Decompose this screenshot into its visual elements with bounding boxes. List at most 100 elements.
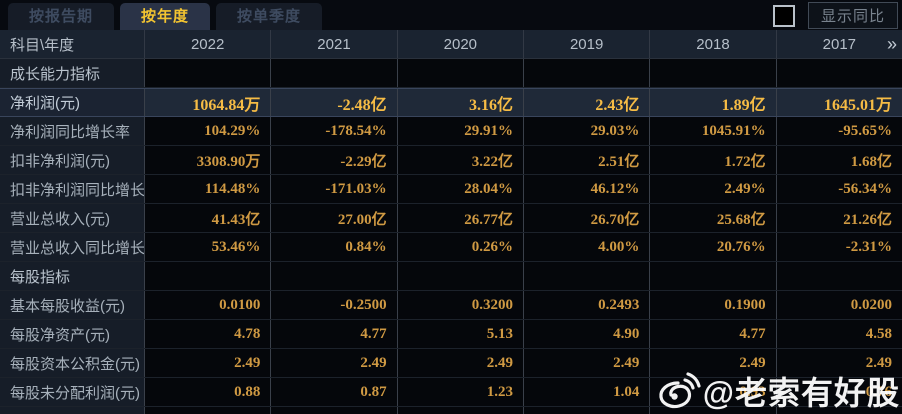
year-header-2020: 2020 bbox=[396, 30, 523, 58]
cell-2019: 0.36 bbox=[523, 407, 650, 414]
cell-2021 bbox=[270, 59, 397, 87]
cell-2019: 1.04 bbox=[523, 378, 650, 406]
cell-2018: 25.68亿 bbox=[649, 204, 776, 232]
cell-2021: -2.29亿 bbox=[270, 146, 397, 174]
cell-2019: 2.51亿 bbox=[523, 146, 650, 174]
cell-2022: 1064.84万 bbox=[144, 89, 271, 116]
cell-2019: 4.00% bbox=[523, 233, 650, 261]
cell-2018: 4.77 bbox=[649, 320, 776, 348]
cell-2022: 53.46% bbox=[144, 233, 271, 261]
cell-2020: 3.16亿 bbox=[396, 89, 523, 116]
cell-2021: -171.03% bbox=[270, 175, 397, 203]
cell-2021: 0.84% bbox=[270, 233, 397, 261]
cell-2019: 0.2493 bbox=[523, 291, 650, 319]
table-row: 净利润同比增长率 104.29% -178.54% 29.91% 29.03% … bbox=[0, 117, 902, 146]
tab-annual[interactable]: 按年度 bbox=[120, 3, 211, 30]
cell-2018 bbox=[649, 262, 776, 290]
table-row: 扣非净利润(元) 3308.90万 -2.29亿 3.22亿 2.51亿 1.7… bbox=[0, 146, 902, 175]
cell-2018: 20.76% bbox=[649, 233, 776, 261]
tab-report-period[interactable]: 按报告期 bbox=[8, 3, 115, 30]
cell-2021: -2.48亿 bbox=[270, 89, 397, 116]
tab-single-quarter[interactable]: 按单季度 bbox=[216, 3, 323, 30]
cell-2017 bbox=[775, 262, 902, 290]
table-row: 每股净资产(元) 4.78 4.77 5.13 4.90 4.77 4.58 bbox=[0, 320, 902, 349]
show-yoy-checkbox[interactable] bbox=[772, 4, 795, 27]
cell-2019: 46.12% bbox=[523, 175, 650, 203]
cell-2021: 4.77 bbox=[270, 320, 397, 348]
row-label: 每股资本公积金(元) bbox=[0, 349, 144, 377]
corner-label: 科目\年度 bbox=[10, 36, 75, 54]
cell-2018: 1.89亿 bbox=[649, 89, 776, 116]
year-header-2019: 2019 bbox=[523, 30, 649, 58]
cell-2020: 0.26% bbox=[396, 233, 523, 261]
row-label: 营业总收入(元) bbox=[0, 204, 144, 232]
cell-2020: 26.77亿 bbox=[396, 204, 523, 232]
cell-2020: 28.04% bbox=[396, 175, 523, 203]
cell-2018: 1045.91% bbox=[649, 117, 776, 145]
cell-2017: 9 bbox=[775, 407, 902, 414]
cell-2021: 2.49 bbox=[270, 349, 397, 377]
yoy-controls: 显示同比 bbox=[772, 2, 898, 29]
show-yoy-button[interactable]: 显示同比 bbox=[807, 2, 898, 29]
row-label: 净利润(元) bbox=[0, 89, 144, 116]
cell-2021: 0.25 bbox=[270, 407, 397, 414]
cell-2017: -56.34% bbox=[775, 175, 902, 203]
table-row: 每股指标 bbox=[0, 262, 902, 291]
cell-2021: -178.54% bbox=[270, 117, 397, 145]
cell-2017: 0.76 bbox=[775, 378, 902, 406]
cell-2022: 0.03 bbox=[144, 407, 271, 414]
table-row: 营业总收入同比增长率 53.46% 0.84% 0.26% 4.00% 20.7… bbox=[0, 233, 902, 262]
table-body: 成长能力指标 净利润(元) 1064.84万 -2.48亿 3.16亿 2.43… bbox=[0, 59, 902, 414]
cell-2022: 4.78 bbox=[144, 320, 271, 348]
year-label: 2020 bbox=[443, 35, 478, 53]
cell-2019 bbox=[523, 59, 650, 87]
cell-2019 bbox=[523, 262, 650, 290]
year-label: 2019 bbox=[569, 35, 604, 53]
year-header-2018: 2018 bbox=[649, 30, 775, 58]
cell-2020: 29.91% bbox=[396, 117, 523, 145]
year-header-2021: 2021 bbox=[270, 30, 396, 58]
cell-2022: 104.29% bbox=[144, 117, 271, 145]
cell-2020 bbox=[396, 59, 523, 87]
cell-2022: 3308.90万 bbox=[144, 146, 271, 174]
cell-2022: 41.43亿 bbox=[144, 204, 271, 232]
cell-2020 bbox=[396, 262, 523, 290]
cell-2018: 0.93 bbox=[649, 378, 776, 406]
cell-2020: 3.22亿 bbox=[396, 146, 523, 174]
year-header-2017: 2017 » bbox=[775, 30, 902, 58]
year-label: 2017 bbox=[822, 35, 857, 53]
table-row: 扣非净利润同比增长率 114.48% -171.03% 28.04% 46.12… bbox=[0, 175, 902, 204]
cell-2018: 0.1900 bbox=[649, 291, 776, 319]
year-label: 2021 bbox=[317, 35, 351, 53]
cell-2022: 0.0100 bbox=[144, 291, 271, 319]
cell-2017: 1.68亿 bbox=[775, 146, 902, 174]
cell-2019: 26.70亿 bbox=[523, 204, 650, 232]
cell-2022 bbox=[144, 59, 271, 87]
cell-2019: 2.49 bbox=[523, 349, 650, 377]
cell-2021: -0.2500 bbox=[270, 291, 397, 319]
row-label: 每股指标 bbox=[0, 262, 144, 290]
cell-2017: 1645.01万 bbox=[775, 89, 902, 116]
row-label: 成长能力指标 bbox=[0, 59, 144, 87]
cell-2019: 2.43亿 bbox=[523, 89, 650, 116]
table-header-row: 科目\年度 2022 2021 2020 2019 2018 2017 » bbox=[0, 30, 902, 59]
more-years-icon[interactable]: » bbox=[886, 34, 897, 54]
year-header-2022: 2022 bbox=[144, 30, 270, 58]
row-label: 营业总收入同比增长率 bbox=[0, 233, 144, 261]
row-label: 净利润同比增长率 bbox=[0, 117, 144, 145]
table-row: 每股资本公积金(元) 2.49 2.49 2.49 2.49 2.49 2.49 bbox=[0, 349, 902, 378]
cell-2018: 0 bbox=[649, 407, 776, 414]
cell-2020: 5.13 bbox=[396, 320, 523, 348]
cell-2018: 2.49% bbox=[649, 175, 776, 203]
row-label: 扣非净利润(元) bbox=[0, 146, 144, 174]
table-row: 成长能力指标 bbox=[0, 59, 902, 88]
cell-2019: 29.03% bbox=[523, 117, 650, 145]
row-label: 每股经营现金流(元) bbox=[0, 407, 144, 414]
year-label: 2018 bbox=[696, 35, 730, 53]
cell-2017 bbox=[775, 59, 902, 87]
cell-2022 bbox=[144, 262, 271, 290]
cell-2017: 2.49 bbox=[775, 349, 902, 377]
cell-2019: 4.90 bbox=[523, 320, 650, 348]
cell-2018: 1.72亿 bbox=[649, 146, 776, 174]
